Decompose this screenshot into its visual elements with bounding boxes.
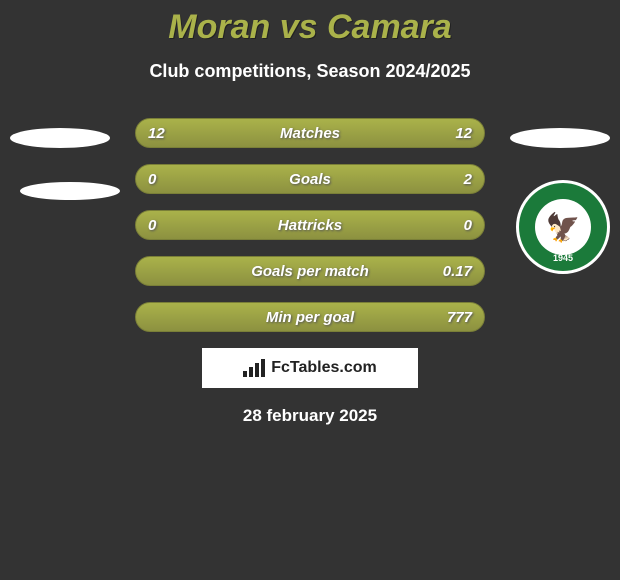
stat-row: Goals per match0.17: [135, 256, 485, 286]
subtitle: Club competitions, Season 2024/2025: [0, 61, 620, 82]
stat-label: Goals: [136, 165, 484, 193]
logo-text: FcTables.com: [271, 359, 377, 377]
left-badge-oval-2: [20, 182, 120, 200]
footer-date: 28 february 2025: [0, 406, 620, 426]
stat-label: Hattricks: [136, 211, 484, 239]
stat-right-value: 2: [464, 165, 472, 193]
stat-row: 0Hattricks0: [135, 210, 485, 240]
eagle-icon: 🦅: [535, 199, 591, 255]
badge-year: 1945: [553, 253, 573, 263]
left-badge-oval-1: [10, 128, 110, 148]
stat-row: Min per goal777: [135, 302, 485, 332]
stat-label: Matches: [136, 119, 484, 147]
stat-right-value: 0: [464, 211, 472, 239]
right-badge-oval-1: [510, 128, 610, 148]
bars-icon: [243, 359, 265, 377]
stat-right-value: 12: [455, 119, 472, 147]
page-title: Moran vs Camara: [0, 0, 620, 47]
stat-label: Goals per match: [136, 257, 484, 285]
stat-right-value: 0.17: [443, 257, 472, 285]
stat-row: 12Matches12: [135, 118, 485, 148]
stat-label: Min per goal: [136, 303, 484, 331]
fctables-logo: FcTables.com: [202, 348, 418, 388]
stat-right-value: 777: [447, 303, 472, 331]
right-club-badge: 🦅 1945: [516, 180, 610, 274]
stat-row: 0Goals2: [135, 164, 485, 194]
